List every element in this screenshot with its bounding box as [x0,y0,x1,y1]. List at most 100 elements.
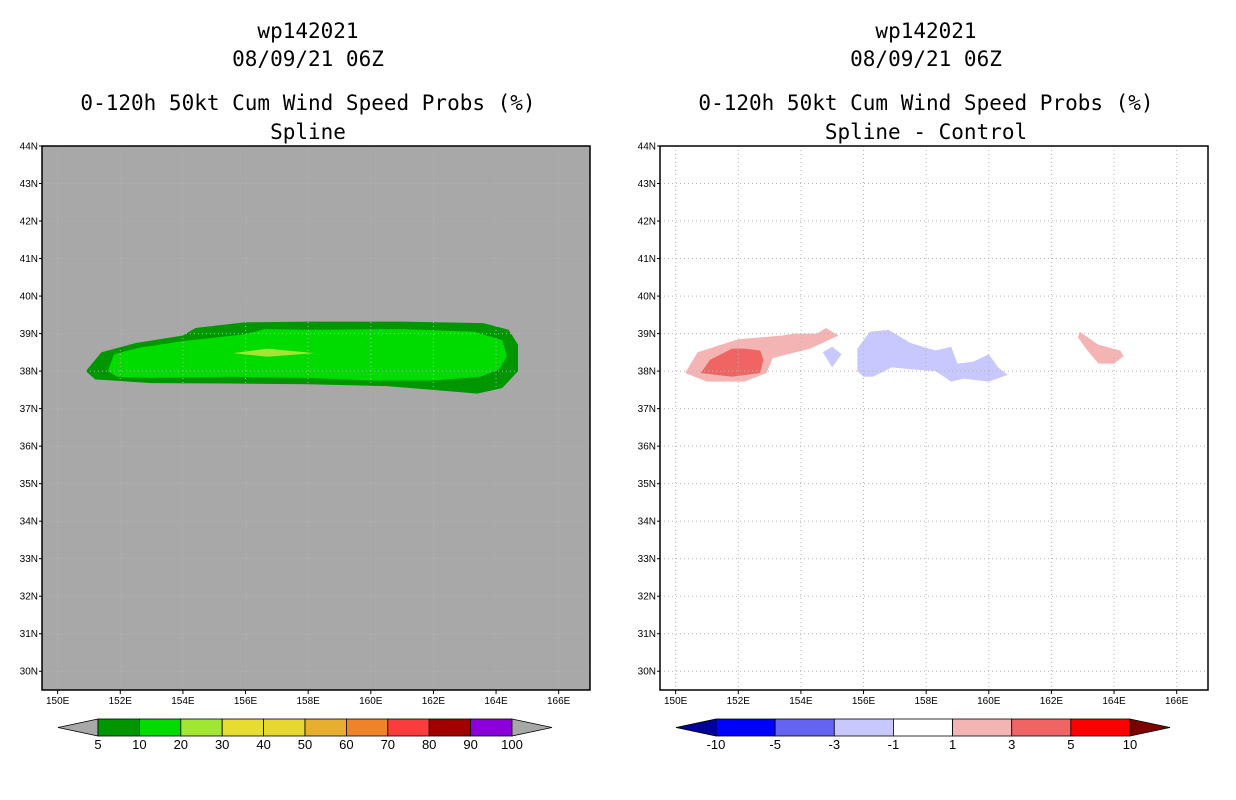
right-map-panel: 150E 152E 154E 156E 158E 160E 162E 164E 166E 30N 3… [638,142,1209,707]
colorbar-label: 50 [298,737,312,752]
colorbar-swatch [470,718,513,737]
x-tick-label: 160E [359,696,383,707]
colorbar-label: 20 [174,737,188,752]
colorbar-swatch [221,718,264,737]
colorbar-label: 1 [949,737,956,752]
colorbar-swatch [180,718,223,737]
colorbar-swatch [304,718,347,737]
left-map-panel: 150E 152E 154E 156E 158E 160E 162E 164E 166E 30N 3… [20,142,591,707]
colorbar-swatch [715,718,776,737]
colorbar-swatch [97,718,140,737]
y-tick-label: 38N [638,367,656,378]
colorbar-swatch [833,718,894,737]
left-storm-id: wp142021 [257,19,358,43]
y-tick-label: 35N [20,479,38,490]
colorbar-label: -5 [769,737,781,752]
colorbar-label: 5 [94,737,101,752]
colorbar-swatch [1011,718,1072,737]
colorbar-label: 60 [339,737,353,752]
contour-level-neg1 [822,346,842,368]
x-tick-label: 158E [914,696,938,707]
y-tick-label: 31N [638,629,656,640]
right-subtitle: Spline - Control [825,120,1027,144]
colorbar-swatch [1070,718,1131,737]
colorbar-swatch [428,718,472,737]
contour-level-3 [700,348,764,377]
x-tick-label: 150E [46,696,70,707]
x-tick-label: 156E [234,696,258,707]
colorbar-label: -3 [829,737,841,752]
y-tick-label: 38N [20,367,38,378]
y-tick-label: 34N [20,517,38,528]
colorbar-label: 40 [256,737,270,752]
colorbar-label: 90 [463,737,477,752]
right-storm-id: wp142021 [875,19,976,43]
colorbar-under-arrow [57,718,99,737]
colorbar-label: 3 [1008,737,1015,752]
x-tick-label: 162E [1040,696,1064,707]
colorbar-label: -10 [707,737,726,752]
y-tick-label: 44N [20,142,38,153]
colorbar-swatch [138,718,182,737]
y-tick-label: 32N [20,592,38,603]
colorbar-swatch [387,718,430,737]
y-tick-label: 37N [638,404,656,415]
right-title: 0-120h 50kt Cum Wind Speed Probs (%) [698,91,1153,115]
left-subtitle: Spline [270,120,346,144]
x-tick-label: 164E [1102,696,1126,707]
y-tick-label: 31N [20,629,38,640]
y-tick-label: 34N [638,517,656,528]
x-tick-label: 150E [664,696,688,707]
plot-background [660,146,1208,690]
colorbar-label: 70 [381,737,395,752]
y-tick-label: 30N [638,667,656,678]
right-colorbar: -10 -5 -3 -1 1 3 5 10 [675,718,1171,752]
y-tick-label: 42N [20,217,38,228]
contour-level-1 [1078,331,1124,364]
x-tick-label: 158E [296,696,320,707]
plot-background [42,146,590,690]
colorbar-label: 80 [422,737,436,752]
left-datetime: 08/09/21 06Z [232,47,384,71]
right-datetime: 08/09/21 06Z [850,47,1002,71]
y-tick-label: 32N [638,592,656,603]
x-tick-label: 166E [1165,696,1189,707]
y-tick-label: 39N [20,329,38,340]
colorbar-label: 10 [132,737,146,752]
x-tick-label: 152E [109,696,133,707]
y-tick-label: 40N [20,292,38,303]
y-tick-label: 33N [638,554,656,565]
x-tick-label: 156E [852,696,876,707]
x-tick-label: 152E [727,696,751,707]
colorbar-label: 10 [1123,737,1137,752]
y-tick-label: 40N [638,292,656,303]
contour-level-neg1 [857,329,1008,382]
y-tick-label: 43N [20,179,38,190]
y-tick-label: 44N [638,142,656,153]
contour-level-20 [233,348,315,357]
y-tick-label: 30N [20,667,38,678]
x-tick-label: 162E [422,696,446,707]
colorbar-under-arrow [675,718,717,737]
colorbar-swatch [774,718,835,737]
colorbar-over-arrow [511,718,553,737]
left-title: 0-120h 50kt Cum Wind Speed Probs (%) [80,91,535,115]
colorbar-swatch [345,718,389,737]
y-tick-label: 37N [20,404,38,415]
colorbar-label: 5 [1067,737,1074,752]
colorbar-over-arrow [1129,718,1171,737]
plot-frame [41,145,591,691]
y-tick-label: 33N [20,554,38,565]
x-tick-label: 160E [977,696,1001,707]
colorbar-swatch [952,718,1013,737]
x-tick-label: 154E [789,696,813,707]
colorbar-label: 100 [501,737,523,752]
plot-frame [659,145,1209,691]
colorbar-label: -1 [888,737,900,752]
y-tick-label: 43N [638,179,656,190]
contour-level-10 [107,329,508,381]
colorbar-label: 30 [215,737,229,752]
x-tick-label: 154E [171,696,195,707]
y-tick-label: 36N [20,442,38,453]
